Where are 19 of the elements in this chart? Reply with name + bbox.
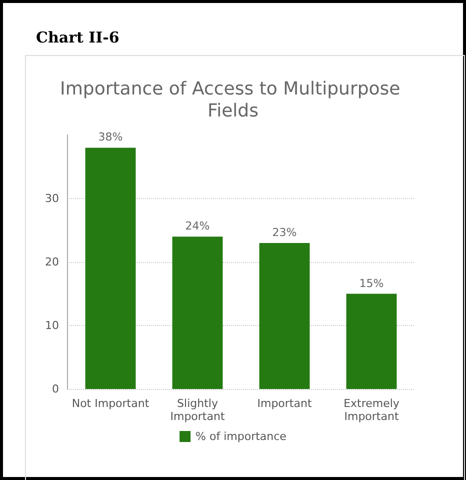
data-label: 38% (98, 130, 123, 144)
bar (259, 242, 310, 389)
x-tick-label: Extremely Important (344, 397, 400, 423)
y-tick-label: 10 (45, 319, 59, 332)
legend-label: % of importance (196, 430, 287, 443)
bar (85, 148, 136, 389)
chart-title: Chart II-6 (36, 28, 120, 46)
y-tick-label: 20 (45, 256, 59, 268)
x-tick-label: Not Important (72, 397, 150, 410)
y-tick-label: 30 (45, 192, 59, 205)
y-tick-label: 0 (52, 382, 59, 396)
data-label: 23% (272, 226, 297, 239)
chart-subtitle: Importance of Access to Multipurpose Fields (60, 78, 406, 122)
data-label: 15% (359, 276, 384, 290)
bar (172, 236, 223, 389)
x-tick-label: Slightly Important (170, 397, 226, 423)
x-tick-label: Important (257, 397, 312, 410)
bar (346, 294, 397, 389)
data-label: 24% (185, 220, 210, 233)
